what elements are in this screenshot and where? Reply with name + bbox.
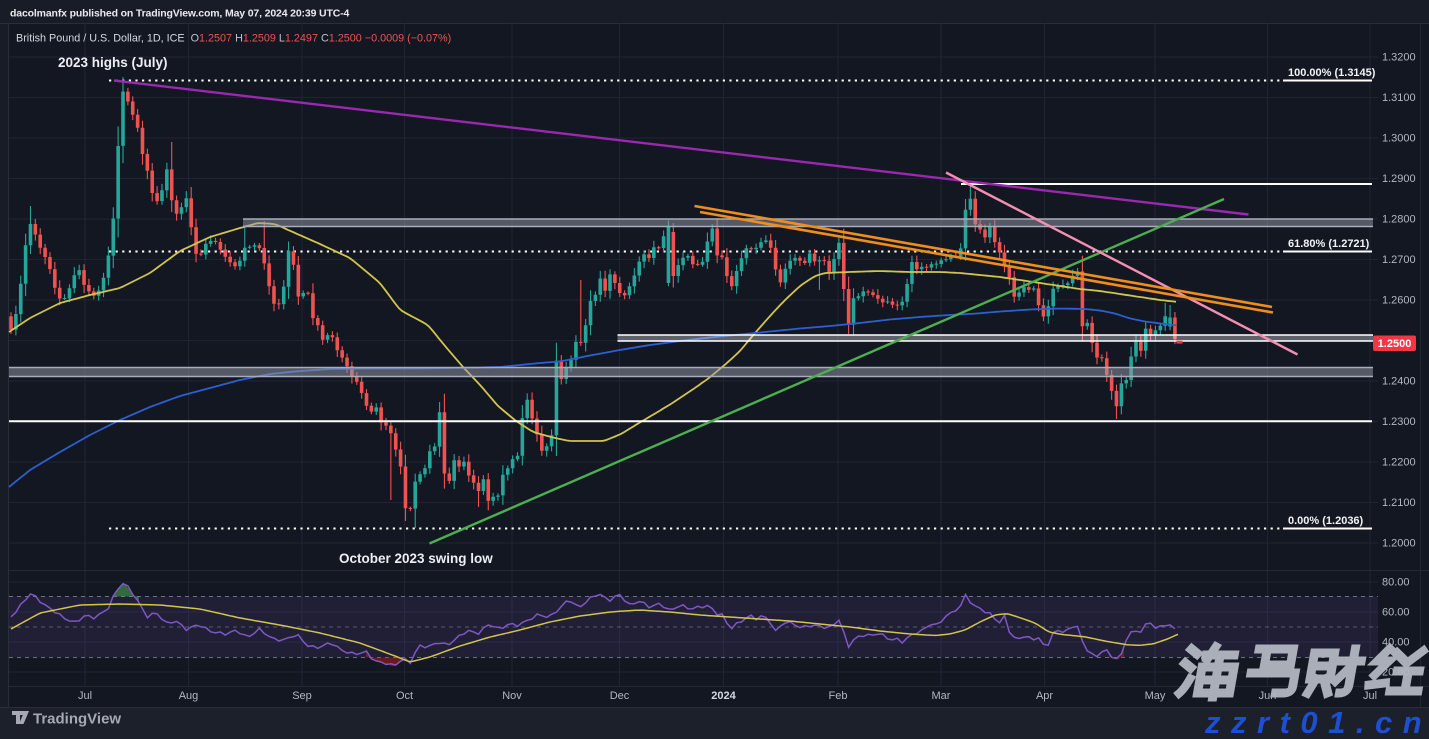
svg-text:1.2900: 1.2900 <box>1382 173 1416 185</box>
svg-text:1.2800: 1.2800 <box>1382 214 1416 226</box>
svg-text:1.2600: 1.2600 <box>1382 295 1416 307</box>
svg-text:Jul: Jul <box>78 690 92 702</box>
svg-text:October 2023 swing low: October 2023 swing low <box>339 551 493 566</box>
svg-text:1.3100: 1.3100 <box>1382 92 1416 104</box>
svg-text:1.3200: 1.3200 <box>1382 52 1416 64</box>
svg-text:Jun: Jun <box>1259 690 1277 702</box>
svg-text:1.2500: 1.2500 <box>1378 338 1412 350</box>
svg-text:2023 highs (July): 2023 highs (July) <box>58 55 168 70</box>
svg-text:100.00% (1.3145): 100.00% (1.3145) <box>1288 67 1376 79</box>
svg-text:1.2400: 1.2400 <box>1382 376 1416 388</box>
svg-text:May: May <box>1145 690 1166 702</box>
svg-text:Dec: Dec <box>610 690 630 702</box>
svg-text:zzrt01.cn: zzrt01.cn <box>1204 705 1429 739</box>
svg-text:Jul: Jul <box>1363 690 1377 702</box>
svg-text:TradingView: TradingView <box>33 711 121 728</box>
svg-text:60.00: 60.00 <box>1382 607 1410 619</box>
svg-text:1.2000: 1.2000 <box>1382 538 1416 550</box>
svg-text:Nov: Nov <box>502 690 522 702</box>
svg-text:1.3000: 1.3000 <box>1382 133 1416 145</box>
svg-text:Mar: Mar <box>932 690 951 702</box>
svg-text:80.00: 80.00 <box>1382 577 1410 589</box>
svg-text:1.2700: 1.2700 <box>1382 254 1416 266</box>
svg-text:Apr: Apr <box>1036 690 1053 702</box>
svg-text:20.00: 20.00 <box>1382 667 1410 679</box>
svg-text:Oct: Oct <box>396 690 413 702</box>
svg-text:Aug: Aug <box>179 690 199 702</box>
svg-text:61.80% (1.2721): 61.80% (1.2721) <box>1288 238 1370 250</box>
svg-text:dacolmanfx published on Tradin: dacolmanfx published on TradingView.com,… <box>10 8 350 20</box>
svg-text:Sep: Sep <box>292 690 312 702</box>
svg-text:2024: 2024 <box>711 690 736 702</box>
svg-text:British Pound / U.S. Dollar, 1: British Pound / U.S. Dollar, 1D, ICE O1.… <box>16 33 451 45</box>
svg-text:40.00: 40.00 <box>1382 637 1410 649</box>
svg-text:1.2100: 1.2100 <box>1382 497 1416 509</box>
svg-text:0.00% (1.2036): 0.00% (1.2036) <box>1288 515 1364 527</box>
svg-text:1.2200: 1.2200 <box>1382 457 1416 469</box>
svg-text:Feb: Feb <box>829 690 848 702</box>
svg-text:1.2300: 1.2300 <box>1382 416 1416 428</box>
